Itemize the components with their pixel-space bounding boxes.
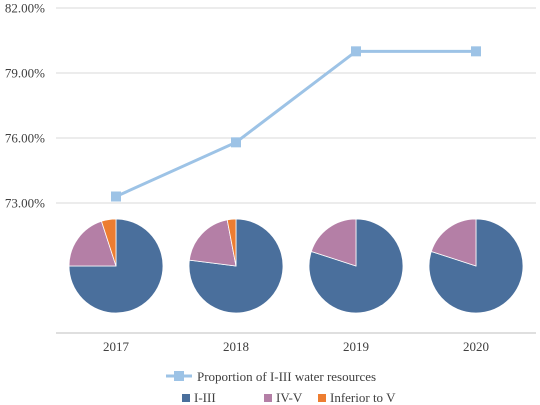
legend-label: IV-V: [276, 390, 303, 405]
data-point: [111, 191, 121, 202]
y-tick-label: 76.00%: [5, 131, 45, 146]
pie-2018: [188, 218, 284, 314]
line-legend: Proportion of I-III water resources: [166, 369, 376, 384]
series-line: [115, 49, 476, 198]
legend-square-marker: [174, 371, 184, 381]
legend-swatch: [264, 394, 272, 402]
pie-slice: [100, 218, 117, 267]
x-tick-label: 2019: [343, 339, 369, 354]
legend-swatch: [182, 394, 190, 402]
line-series: [111, 46, 481, 202]
y-tick-labels: 82.00% 79.00% 76.00% 73.00%: [5, 1, 45, 211]
pie-slice: [310, 218, 357, 267]
pie-legend: I-III IV-V Inferior to V: [182, 390, 396, 405]
legend-swatch: [318, 394, 326, 402]
y-tick-label: 73.00%: [5, 196, 45, 211]
pie-charts: [68, 218, 524, 314]
pie-slice: [188, 219, 237, 267]
x-tick-label: 2020: [463, 339, 489, 354]
legend-label: Proportion of I-III water resources: [197, 369, 376, 384]
pie-slice: [68, 220, 117, 267]
pie-2019: [308, 218, 404, 314]
pie-2020: [428, 218, 524, 314]
x-tick-label: 2017: [103, 339, 130, 354]
y-tick-label: 82.00%: [5, 1, 45, 16]
grid-lines: [56, 7, 536, 334]
legend-label: I-III: [194, 390, 216, 405]
pie-slice: [430, 218, 477, 267]
x-tick-label: 2018: [223, 339, 249, 354]
data-point: [471, 46, 481, 57]
pie-slice: [226, 218, 237, 267]
x-tick-labels: 2017 2018 2019 2020: [103, 339, 489, 354]
pie-2017: [68, 218, 164, 314]
data-point: [351, 46, 361, 57]
y-tick-label: 79.00%: [5, 66, 45, 81]
data-point: [231, 137, 241, 148]
legend-label: Inferior to V: [330, 390, 396, 405]
